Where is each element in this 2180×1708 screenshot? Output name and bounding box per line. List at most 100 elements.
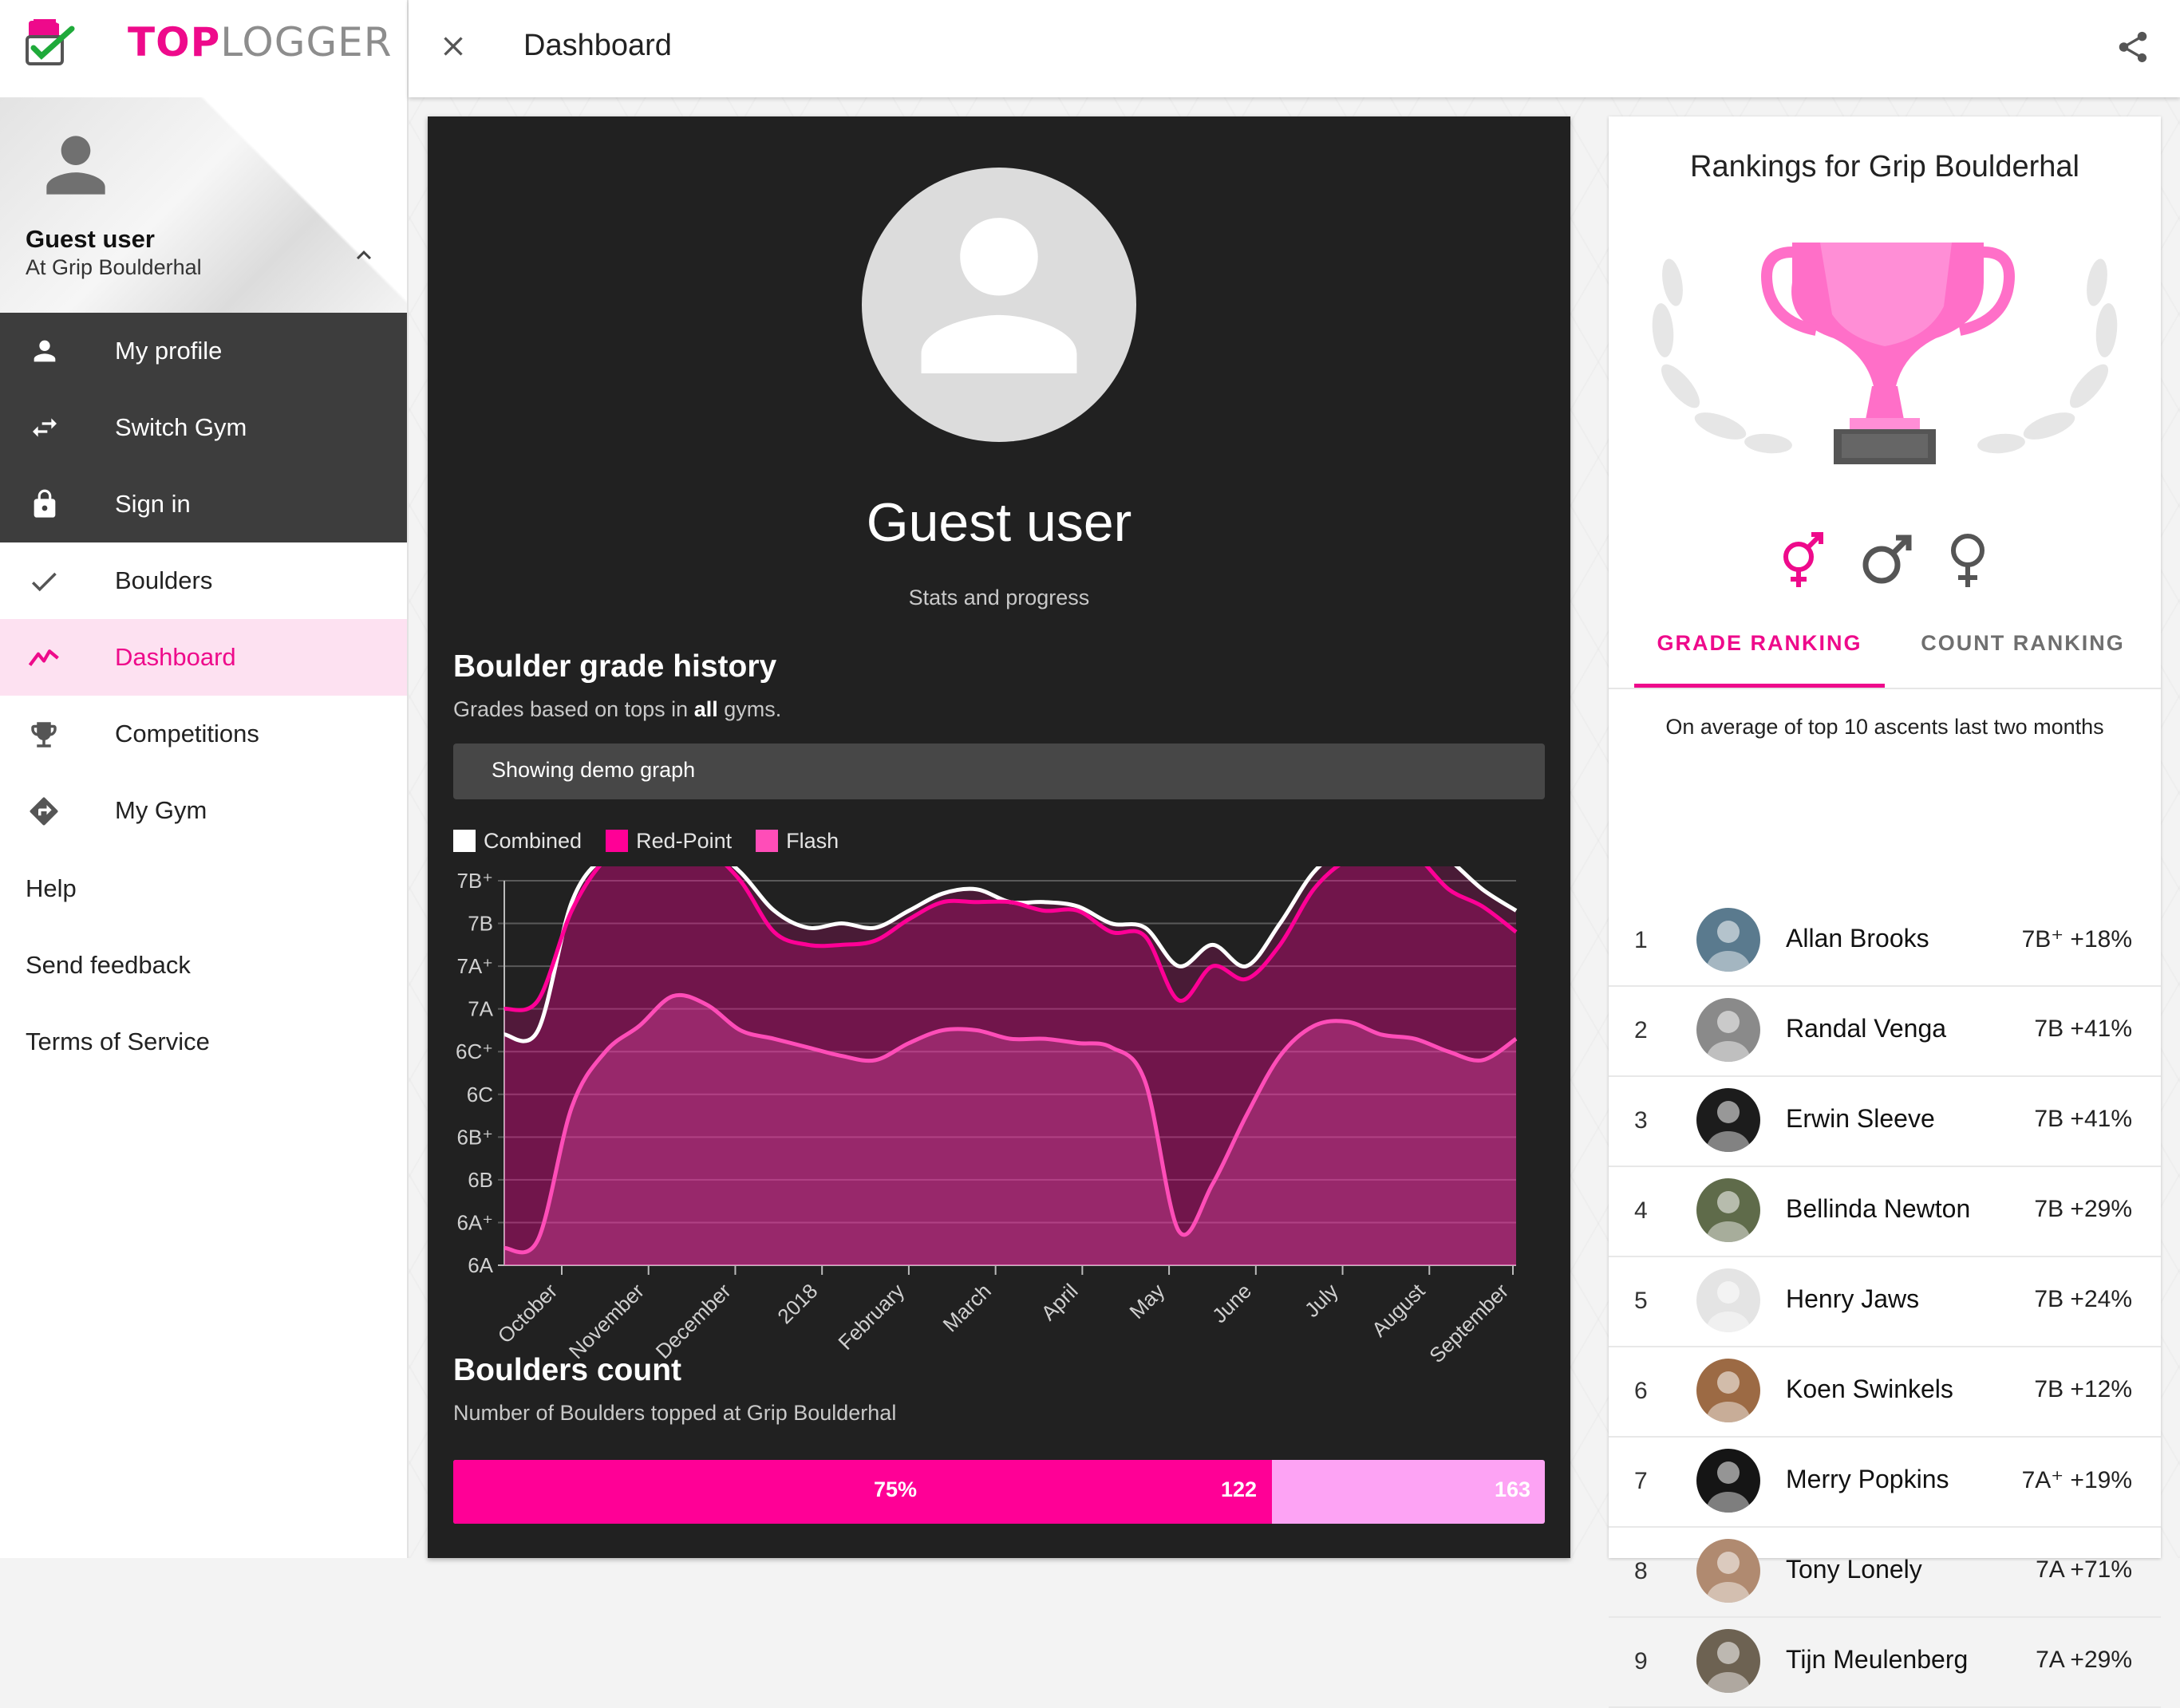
user-name: Guest user bbox=[26, 225, 155, 253]
boulders-count-fill bbox=[453, 1460, 1272, 1524]
legend-item-flash[interactable]: Flash bbox=[756, 829, 839, 854]
boulders-count-percent: 75% bbox=[874, 1477, 918, 1501]
ranking-grade: 7B +12% bbox=[2034, 1376, 2132, 1402]
x-tick-label: September bbox=[1424, 1279, 1513, 1367]
account-menu: My profile Switch Gym Sign in bbox=[0, 313, 407, 542]
lock-icon bbox=[34, 489, 56, 518]
ranking-name: Tijn Meulenberg bbox=[1786, 1645, 1969, 1674]
ranking-tabs: GRADE RANKING COUNT RANKING bbox=[1609, 611, 2161, 689]
user-avatar-icon bbox=[46, 136, 105, 195]
avatar bbox=[1696, 1359, 1760, 1422]
x-tick-label: February bbox=[833, 1279, 909, 1355]
x-tick-label: April bbox=[1037, 1279, 1083, 1325]
tab-grade-ranking[interactable]: GRADE RANKING bbox=[1634, 611, 1885, 688]
grade-history-chart: 6A 6A⁺ 6B 6B⁺ 6C 6C⁺ 7A 7A⁺ 7B 7B⁺ October November… bbox=[456, 866, 1518, 1367]
boulders-count-topped: 122 bbox=[1221, 1477, 1258, 1501]
profile-avatar bbox=[862, 168, 1136, 442]
menu-item-label: Sign in bbox=[115, 490, 191, 518]
sidebar-item-label: My Gym bbox=[115, 796, 207, 824]
ranking-name: Bellinda Newton bbox=[1786, 1194, 1971, 1223]
sidebar-item-label: Competitions bbox=[115, 720, 259, 747]
ranking-name: Henry Jaws bbox=[1786, 1284, 1920, 1313]
ranking-position: 9 bbox=[1634, 1648, 1648, 1674]
legend-item-red-point[interactable]: Red-Point bbox=[606, 829, 732, 854]
send-feedback-link[interactable]: Send feedback bbox=[26, 951, 191, 979]
y-tick-label: 7A bbox=[468, 997, 493, 1021]
menu-item-label: My profile bbox=[115, 337, 223, 365]
sidebar-item-my-gym[interactable]: My Gym bbox=[0, 772, 407, 849]
ranking-grade: 7B +29% bbox=[2034, 1196, 2132, 1222]
ranking-row[interactable]: 4 Bellinda Newton 7B +29% bbox=[1609, 1166, 2161, 1257]
check-icon bbox=[31, 572, 57, 592]
series-red-point-line bbox=[504, 866, 1518, 1012]
page-title: Dashboard bbox=[523, 29, 672, 62]
logo-bar[interactable]: TOPLOGGER bbox=[0, 0, 407, 97]
terms-of-service-link[interactable]: Terms of Service bbox=[26, 1028, 210, 1055]
swap-icon bbox=[33, 418, 57, 437]
ranking-row[interactable]: 6 Koen Swinkels 7B +12% bbox=[1609, 1346, 2161, 1438]
ranking-grade: 7B +41% bbox=[2034, 1016, 2132, 1042]
chart-legend: Combined Red-Point Flash bbox=[453, 825, 863, 857]
ranking-row[interactable]: 7 Merry Popkins 7A⁺ +19% bbox=[1609, 1436, 2161, 1528]
ranking-position: 1 bbox=[1634, 927, 1648, 953]
logo-text: TOPLOGGER bbox=[128, 19, 393, 65]
avatar bbox=[1696, 1539, 1760, 1603]
y-tick-label: 6A⁺ bbox=[456, 1210, 493, 1234]
help-link[interactable]: Help bbox=[26, 874, 77, 902]
chevron-up-icon[interactable] bbox=[350, 241, 378, 270]
close-icon[interactable] bbox=[437, 30, 469, 62]
ranking-position: 4 bbox=[1634, 1197, 1648, 1224]
ranking-row[interactable]: 9 Tijn Meulenberg 7A +29% bbox=[1609, 1616, 2161, 1708]
ranking-row[interactable]: 2 Randal Venga 7B +41% bbox=[1609, 985, 2161, 1077]
legend-swatch bbox=[453, 830, 476, 852]
x-tick-label: August bbox=[1367, 1278, 1430, 1341]
all-genders-icon[interactable] bbox=[1775, 530, 1830, 590]
menu-item-switch-gym[interactable]: Switch Gym bbox=[0, 389, 407, 466]
series-red-point-area bbox=[504, 866, 1516, 1265]
header-decoration bbox=[199, 97, 407, 313]
share-icon[interactable] bbox=[2115, 29, 2151, 65]
sidebar-item-dashboard[interactable]: Dashboard bbox=[0, 619, 407, 696]
sidebar-item-boulders[interactable]: Boulders bbox=[0, 542, 407, 619]
y-tick-label: 7B⁺ bbox=[456, 869, 493, 893]
ranking-row[interactable]: 1 Allan Brooks 7B⁺ +18% bbox=[1609, 895, 2161, 987]
menu-item-sign-in[interactable]: Sign in bbox=[0, 466, 407, 542]
ranking-position: 3 bbox=[1634, 1107, 1648, 1134]
ranking-position: 6 bbox=[1634, 1378, 1648, 1404]
ranking-grade: 7A +71% bbox=[2036, 1556, 2132, 1583]
sidebar-item-competitions[interactable]: Competitions bbox=[0, 696, 407, 772]
legend-label: Combined bbox=[484, 828, 583, 853]
ranking-row[interactable]: 3 Erwin Sleeve 7B +41% bbox=[1609, 1075, 2161, 1167]
sidebar: TOPLOGGER Guest user At Grip Boulderhal … bbox=[0, 0, 409, 1558]
sidebar-item-label: Dashboard bbox=[115, 643, 236, 671]
y-tick-label: 6A bbox=[468, 1253, 493, 1277]
account-header[interactable]: Guest user At Grip Boulderhal bbox=[0, 97, 407, 313]
grade-history-title: Boulder grade history bbox=[453, 649, 777, 684]
ranking-note: On average of top 10 ascents last two mo… bbox=[1665, 715, 2104, 739]
person-icon bbox=[921, 218, 1077, 373]
ranking-position: 7 bbox=[1634, 1468, 1648, 1494]
ranking-grade: 7B +24% bbox=[2034, 1286, 2132, 1312]
x-tick-label: October bbox=[493, 1279, 563, 1348]
demo-graph-notice-text: Showing demo graph bbox=[492, 758, 696, 782]
trophy-laurel-icon bbox=[1652, 243, 2118, 464]
menu-item-my-profile[interactable]: My profile bbox=[0, 313, 407, 389]
legend-item-combined[interactable]: Combined bbox=[453, 829, 582, 854]
user-gym: At Grip Boulderhal bbox=[26, 255, 202, 279]
y-tick-label: 7A⁺ bbox=[456, 954, 493, 978]
directions-icon bbox=[30, 797, 58, 826]
ranking-row[interactable]: 5 Henry Jaws 7B +24% bbox=[1609, 1256, 2161, 1347]
ranking-name: Randal Venga bbox=[1786, 1014, 1947, 1043]
tab-count-ranking[interactable]: COUNT RANKING bbox=[1921, 631, 2125, 655]
ranking-grade: 7A +29% bbox=[2036, 1647, 2132, 1673]
male-icon[interactable] bbox=[1858, 530, 1913, 590]
avatar bbox=[1696, 1088, 1760, 1152]
ranking-name: Erwin Sleeve bbox=[1786, 1104, 1935, 1133]
y-tick-label: 6C⁺ bbox=[456, 1039, 493, 1063]
legend-label: Red-Point bbox=[636, 828, 733, 853]
person-icon bbox=[34, 340, 56, 362]
ranking-row[interactable]: 8 Tony Lonely 7A +71% bbox=[1609, 1526, 2161, 1618]
demo-graph-notice: Showing demo graph bbox=[453, 744, 1545, 799]
female-icon[interactable] bbox=[1941, 530, 1996, 590]
boulders-count-title: Boulders count bbox=[453, 1353, 682, 1387]
